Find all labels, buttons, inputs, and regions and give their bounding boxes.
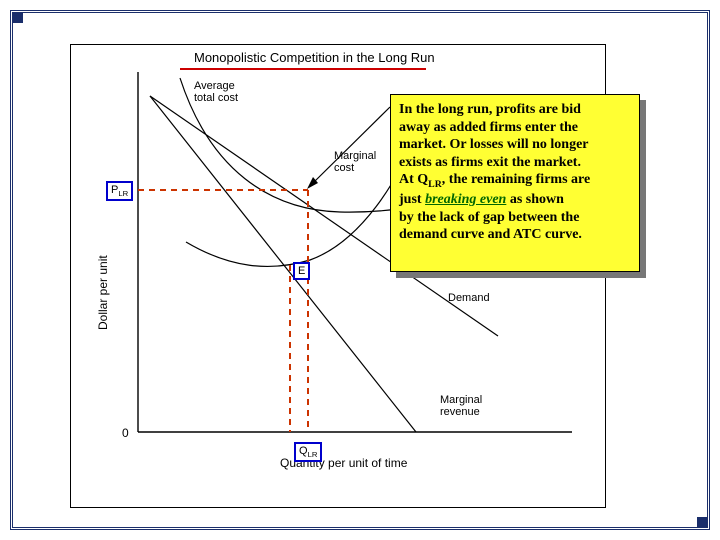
mr-curve [150,96,416,432]
e-label: E [293,262,310,280]
origin-label: 0 [122,426,129,440]
atc-label-line2: total cost [194,92,238,104]
mc-label-line2: cost [334,162,354,174]
q-lr-label: QLR [294,442,322,462]
mc-label-line1: Marginal [334,150,376,162]
q-lr-sub: LR [308,450,318,459]
mr-label-line2: revenue [440,406,480,418]
atc-label: Average total cost [194,80,238,104]
e-main: E [298,265,305,277]
p-lr-sub: LR [118,189,128,198]
y-axis-label: Dollar per unit [96,255,110,330]
mr-label-line1: Marginal [440,394,482,406]
mr-label: Marginal revenue [440,394,482,418]
callout-box: In the long run, profits are bidaway as … [390,94,640,272]
atc-label-line1: Average [194,80,235,92]
callout-arrow-head [307,177,318,189]
p-lr-label: PLR [106,181,133,201]
q-lr-main: Q [299,445,308,457]
mc-curve [186,128,418,266]
mc-label: Marginal cost [334,150,376,174]
demand-label: Demand [448,292,490,304]
